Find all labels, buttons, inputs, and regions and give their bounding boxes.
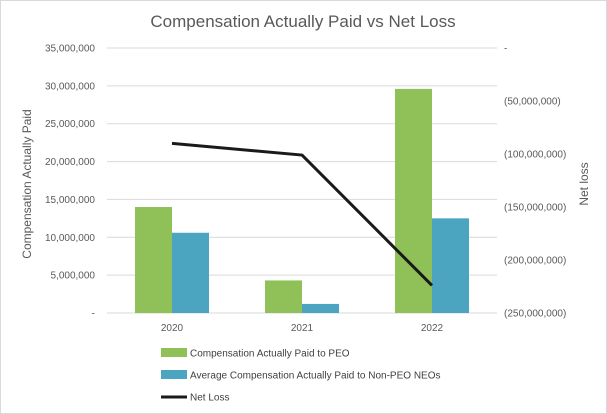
left-tick-label: 25,000,000: [45, 119, 95, 130]
right-tick-label: (250,000,000): [504, 309, 566, 320]
left-axis-ticks: - 5,000,000 10,000,000 15,000,000 20,000,000…: [45, 44, 95, 320]
right-tick-label: (50,000,000): [504, 97, 561, 108]
x-axis-ticks: 2020 2021 2022: [161, 323, 444, 334]
right-tick-label: (200,000,000): [504, 256, 566, 267]
left-tick-label: 30,000,000: [45, 81, 95, 92]
net-loss-line: [171, 141, 434, 287]
left-tick-label: -: [92, 309, 95, 320]
bars: [135, 88, 469, 313]
left-tick-label: 35,000,000: [45, 44, 95, 55]
bar-non-peo-neo-2020: [172, 232, 209, 313]
legend-swatch-peo: [161, 348, 187, 357]
x-tick-label: 2022: [421, 323, 444, 334]
bar-peo-2022: [395, 88, 432, 313]
x-tick-label: 2020: [161, 323, 184, 334]
bar-non-peo-neo-2021: [302, 303, 339, 313]
right-axis-title: Net loss: [577, 162, 591, 205]
left-tick-label: 15,000,000: [45, 195, 95, 206]
right-axis-ticks: (250,000,000) (200,000,000) (150,000,000) (…: [504, 44, 566, 320]
left-tick-label: 10,000,000: [45, 233, 95, 244]
bar-non-peo-neo-2022: [432, 218, 469, 313]
right-tick-label: (150,000,000): [504, 203, 566, 214]
legend-label-net-loss: Net Loss: [190, 393, 229, 404]
bar-peo-2021: [265, 280, 302, 313]
net-loss-line-group: [171, 141, 434, 287]
left-axis-title: Compensation Actually Paid: [20, 109, 34, 258]
legend: Compensation Actually Paid to PEO Average…: [161, 348, 441, 404]
legend-swatch-non-peo-neo: [161, 370, 187, 379]
chart-title: Compensation Actually Paid vs Net Loss: [150, 12, 455, 31]
bar-peo-2020: [135, 207, 172, 313]
x-tick-label: 2021: [291, 323, 314, 334]
right-tick-label: (100,000,000): [504, 150, 566, 161]
legend-label-non-peo-neo: Average Compensation Actually Paid to No…: [190, 371, 441, 382]
left-tick-label: 20,000,000: [45, 157, 95, 168]
left-tick-label: 5,000,000: [51, 271, 96, 282]
right-tick-label: -: [504, 44, 507, 55]
legend-label-peo: Compensation Actually Paid to PEO: [190, 349, 350, 360]
